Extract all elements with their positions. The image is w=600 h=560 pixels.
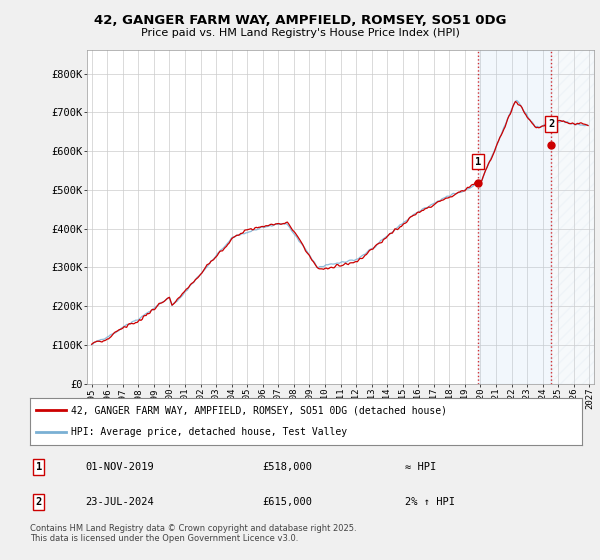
Text: 2% ↑ HPI: 2% ↑ HPI xyxy=(406,497,455,507)
Text: 23-JUL-2024: 23-JUL-2024 xyxy=(85,497,154,507)
Text: £615,000: £615,000 xyxy=(262,497,312,507)
Text: Contains HM Land Registry data © Crown copyright and database right 2025.
This d: Contains HM Land Registry data © Crown c… xyxy=(30,524,356,543)
Bar xyxy=(551,50,594,384)
Text: 01-NOV-2019: 01-NOV-2019 xyxy=(85,462,154,472)
Text: HPI: Average price, detached house, Test Valley: HPI: Average price, detached house, Test… xyxy=(71,427,347,437)
Text: 1: 1 xyxy=(475,157,481,166)
Text: 1: 1 xyxy=(35,462,42,472)
Text: 42, GANGER FARM WAY, AMPFIELD, ROMSEY, SO51 0DG (detached house): 42, GANGER FARM WAY, AMPFIELD, ROMSEY, S… xyxy=(71,405,448,416)
Text: Price paid vs. HM Land Registry's House Price Index (HPI): Price paid vs. HM Land Registry's House … xyxy=(140,28,460,38)
Text: ≈ HPI: ≈ HPI xyxy=(406,462,437,472)
Text: £518,000: £518,000 xyxy=(262,462,312,472)
Bar xyxy=(478,50,551,384)
Text: 42, GANGER FARM WAY, AMPFIELD, ROMSEY, SO51 0DG: 42, GANGER FARM WAY, AMPFIELD, ROMSEY, S… xyxy=(94,14,506,27)
Text: 2: 2 xyxy=(35,497,42,507)
Text: 2: 2 xyxy=(548,119,554,129)
